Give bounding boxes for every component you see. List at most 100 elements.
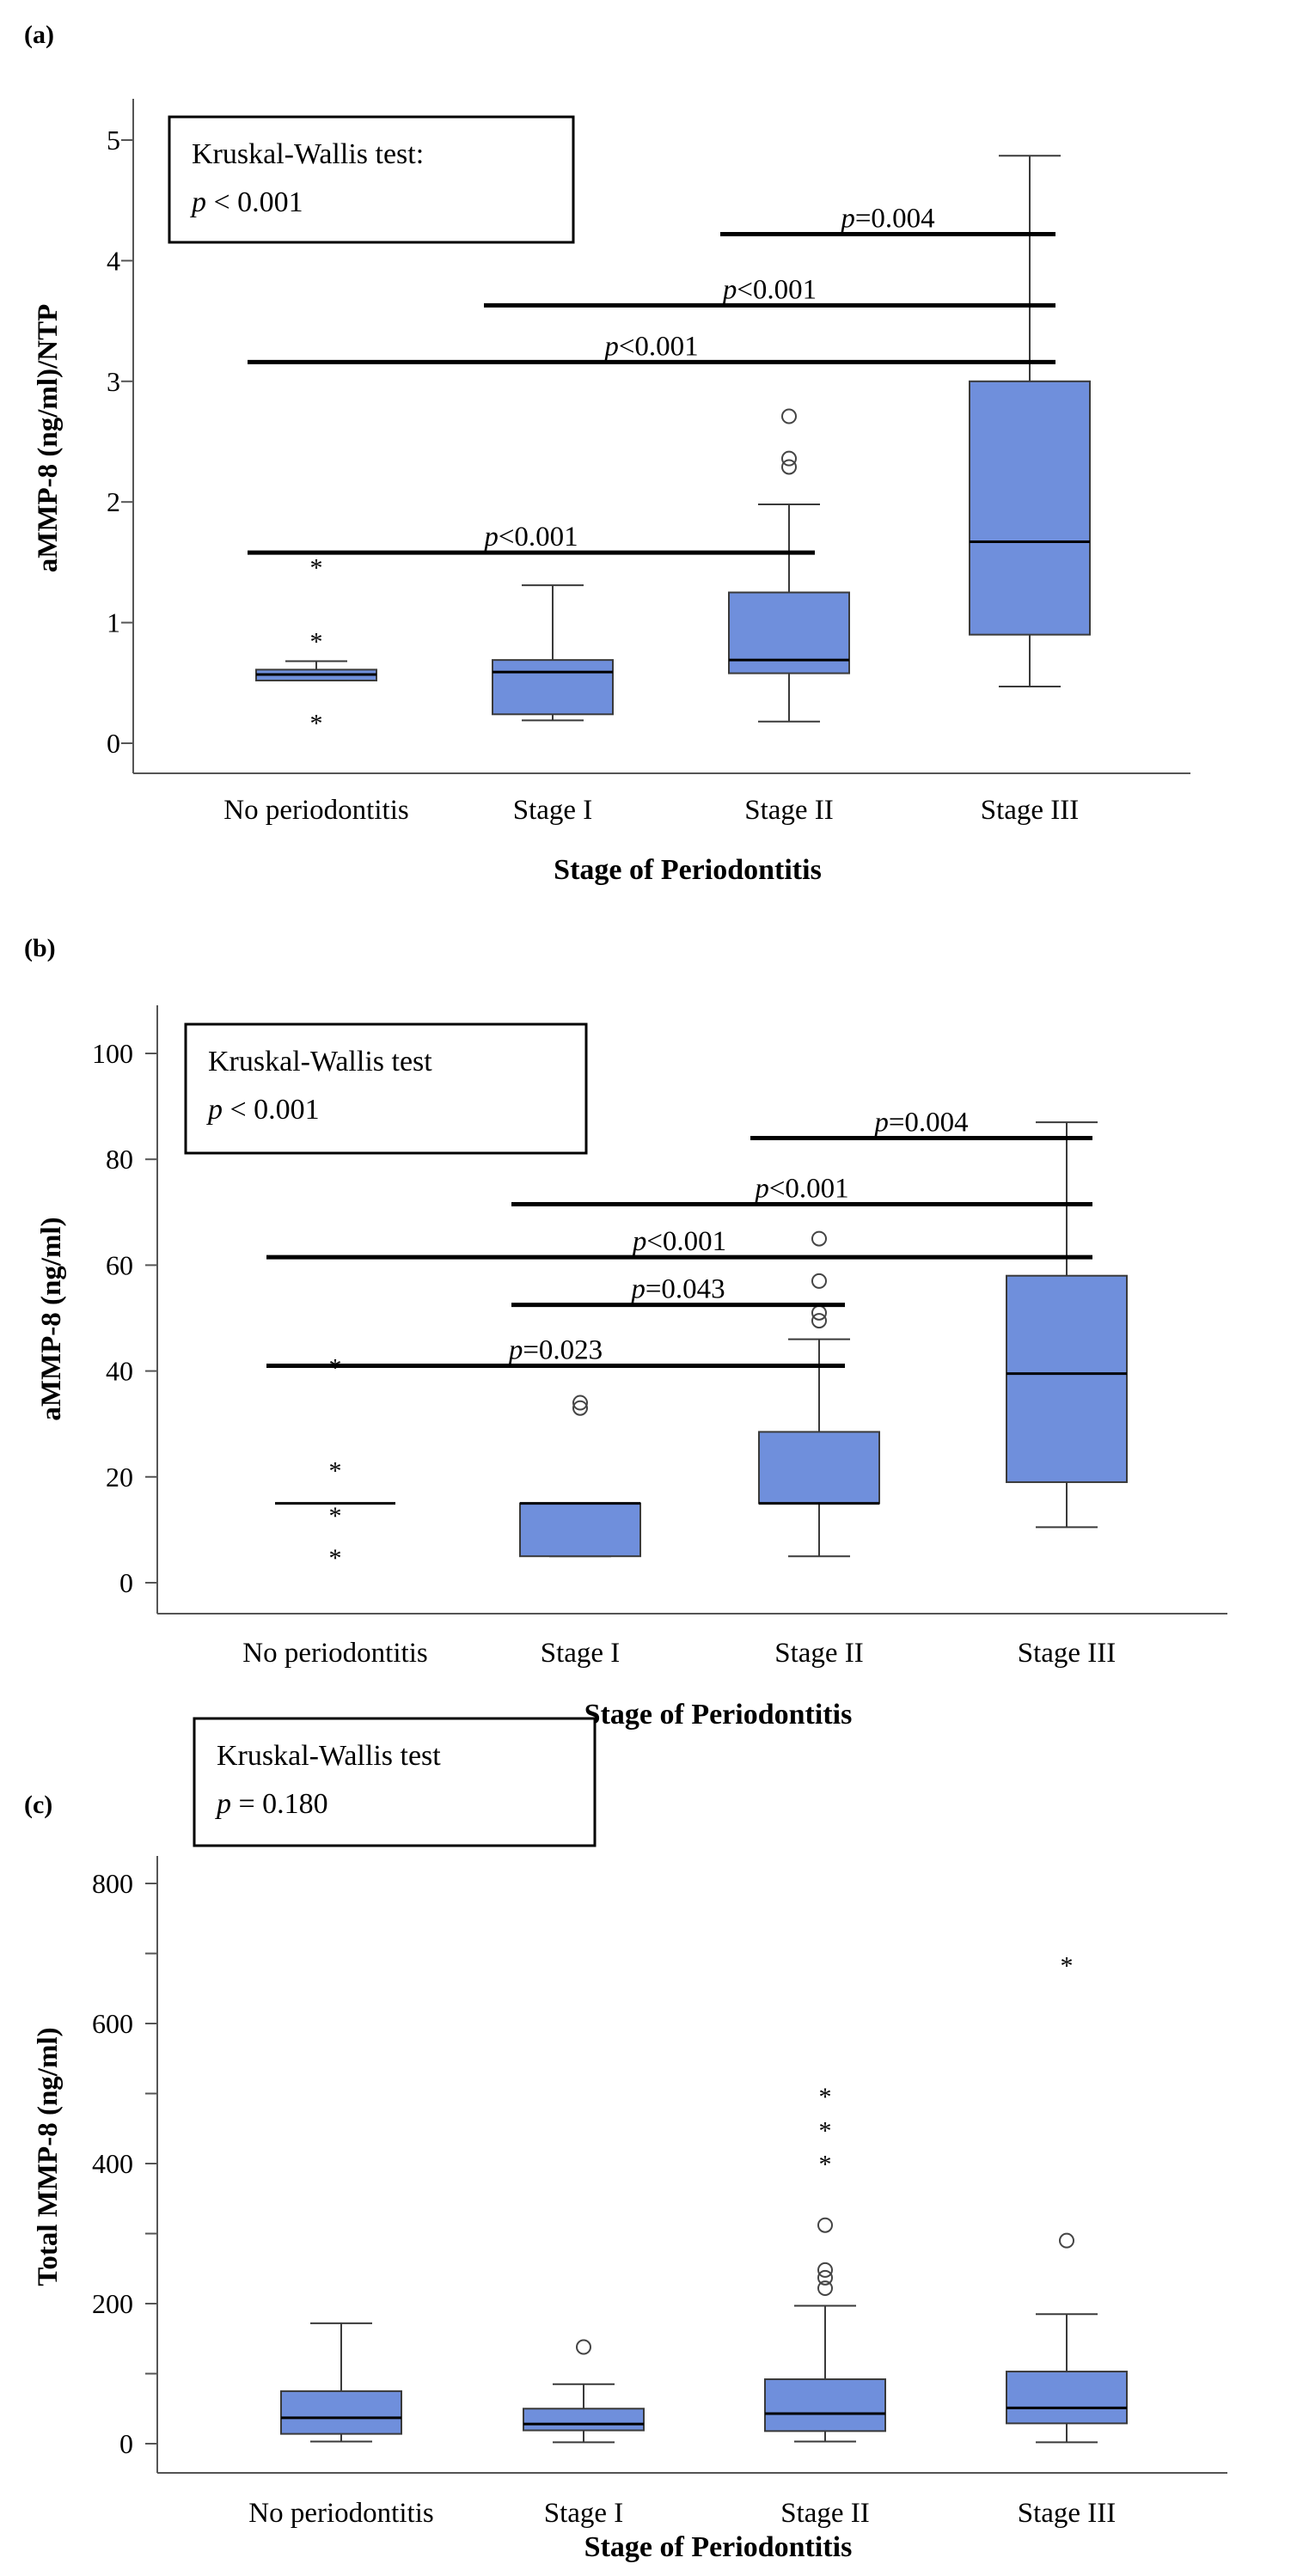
y-tick-label: 0 (107, 728, 120, 759)
y-tick-label: 4 (107, 245, 120, 276)
legend-frame (184, 1022, 588, 1155)
chart-panel-1: (a) 0 1 2 3 4 5 aMMP-8 (ng/ml)/NTP Stage of Peri… (24, 21, 1190, 886)
outlier-point (576, 2339, 591, 2355)
y-tick-label: 600 (92, 2008, 133, 2039)
comparison-label: p=0.004 (839, 204, 934, 235)
outlier-point (817, 2280, 833, 2297)
iqr-box (280, 2390, 402, 2435)
x-axis-label: Stage of Periodontitis (584, 2531, 853, 2563)
outlier-point (1059, 2232, 1074, 2249)
y-tick-label: 80 (106, 1144, 133, 1175)
x-category-label: Stage III (1018, 1638, 1117, 1669)
outlier-point (572, 1400, 588, 1416)
box-3 (758, 1230, 880, 1558)
box-1: * * * (255, 554, 377, 738)
x-category-label: Stage I (513, 795, 593, 826)
box-2 (492, 584, 614, 722)
box-4: * (1006, 1952, 1128, 2444)
extreme-point: * (329, 1457, 342, 1486)
comparison-label: p=0.023 (507, 1334, 603, 1365)
x-axis-label: Stage of Periodontitis (554, 854, 822, 886)
iqr-box (758, 1431, 880, 1505)
y-tick-label: 5 (107, 125, 120, 156)
y-tick-label: 0 (119, 2428, 133, 2459)
legend-p-value: p = 0.180 (215, 1788, 328, 1820)
comparison-label: p<0.001 (721, 274, 817, 305)
iqr-box (523, 2408, 645, 2432)
x-category-label: No periodontitis (242, 1638, 427, 1669)
outlier-point (572, 1395, 588, 1411)
x-category-label: Stage III (981, 795, 1080, 826)
outlier-point (817, 2262, 833, 2278)
y-axis-label: Total MMP-8 (ng/ml) (33, 2027, 64, 2286)
iqr-box (764, 2378, 886, 2433)
outlier-point (811, 1313, 827, 1329)
x-category-label: Stage III (1018, 2498, 1117, 2529)
chart-panel-3: (c) 0 200 400 600 800 Total MMP-8 (ng/ml) Stage… (24, 1717, 1227, 2563)
x-category-label: Stage II (780, 2498, 870, 2529)
outlier-point (817, 2269, 833, 2286)
chart-panel-2: (b) 0 20 40 60 80 100 aMMP-8 (ng/ml) Stage of Pe… (24, 934, 1227, 1731)
x-category-label: No periodontitis (248, 2498, 433, 2529)
y-tick-label: 400 (92, 2148, 133, 2179)
iqr-box (492, 659, 614, 716)
comparison-label: p<0.001 (753, 1174, 848, 1205)
comparison-label: p<0.001 (631, 1226, 726, 1257)
test-legend: Kruskal-Wallis test p = 0.180 (193, 1717, 597, 1847)
x-category-label: Stage II (744, 795, 834, 826)
panel-label: (b) (24, 934, 56, 962)
test-legend: Kruskal-Wallis test: p < 0.001 (168, 115, 575, 244)
extreme-point: * (329, 1544, 342, 1572)
outlier-point (781, 459, 797, 475)
y-tick-label: 100 (92, 1038, 133, 1069)
extreme-point: * (310, 554, 323, 583)
outlier-point (817, 2217, 833, 2233)
legend-p-value: p < 0.001 (190, 186, 303, 218)
box-2 (523, 2339, 645, 2444)
x-axis-label: Stage of Periodontitis (584, 1699, 853, 1731)
legend-p-value: p < 0.001 (206, 1094, 320, 1126)
y-tick-label: 800 (92, 1868, 133, 1899)
y-axis-label: aMMP-8 (ng/ml) (36, 1217, 67, 1420)
panel-label: (c) (24, 1791, 52, 1819)
extreme-point: * (1061, 1952, 1074, 1981)
box-4 (1006, 1121, 1128, 1529)
box-4 (969, 155, 1091, 688)
legend-test-name: Kruskal-Wallis test (208, 1046, 432, 1077)
y-tick-label: 2 (107, 486, 120, 517)
box-1 (280, 2322, 402, 2443)
y-tick-label: 40 (106, 1356, 133, 1387)
extreme-point: * (310, 710, 323, 738)
box-2 (519, 1395, 641, 1558)
box-3: * * * (764, 2083, 886, 2443)
extreme-point: * (819, 2116, 832, 2145)
y-tick-label: 3 (107, 366, 120, 397)
y-tick-label: 60 (106, 1249, 133, 1280)
y-tick-label: 1 (107, 607, 120, 638)
extreme-point: * (329, 1502, 342, 1530)
box-1: **** (275, 1353, 395, 1572)
x-category-label: Stage II (774, 1638, 864, 1669)
y-axis-label: aMMP-8 (ng/ml)/NTP (33, 304, 64, 573)
legend-frame (168, 115, 575, 244)
y-tick-label: 20 (106, 1462, 133, 1492)
test-legend: Kruskal-Wallis test p < 0.001 (184, 1022, 588, 1155)
y-tick-label: 0 (119, 1567, 133, 1598)
x-category-label: Stage I (544, 2498, 624, 2529)
legend-frame (193, 1717, 597, 1847)
outlier-point (781, 450, 797, 467)
panel-label: (a) (24, 21, 54, 49)
outlier-point (811, 1304, 827, 1321)
comparison-label: p=0.043 (629, 1274, 725, 1305)
box-3 (728, 408, 850, 723)
iqr-box (1006, 2371, 1128, 2425)
x-category-label: Stage I (541, 1638, 621, 1669)
extreme-point: * (310, 627, 323, 656)
outlier-point (811, 1273, 827, 1289)
outlier-point (811, 1230, 827, 1247)
iqr-box (1006, 1274, 1128, 1483)
legend-test-name: Kruskal-Wallis test (217, 1740, 441, 1772)
outlier-point (781, 408, 797, 424)
y-tick-label: 200 (92, 2288, 133, 2319)
extreme-point: * (819, 2083, 832, 2111)
